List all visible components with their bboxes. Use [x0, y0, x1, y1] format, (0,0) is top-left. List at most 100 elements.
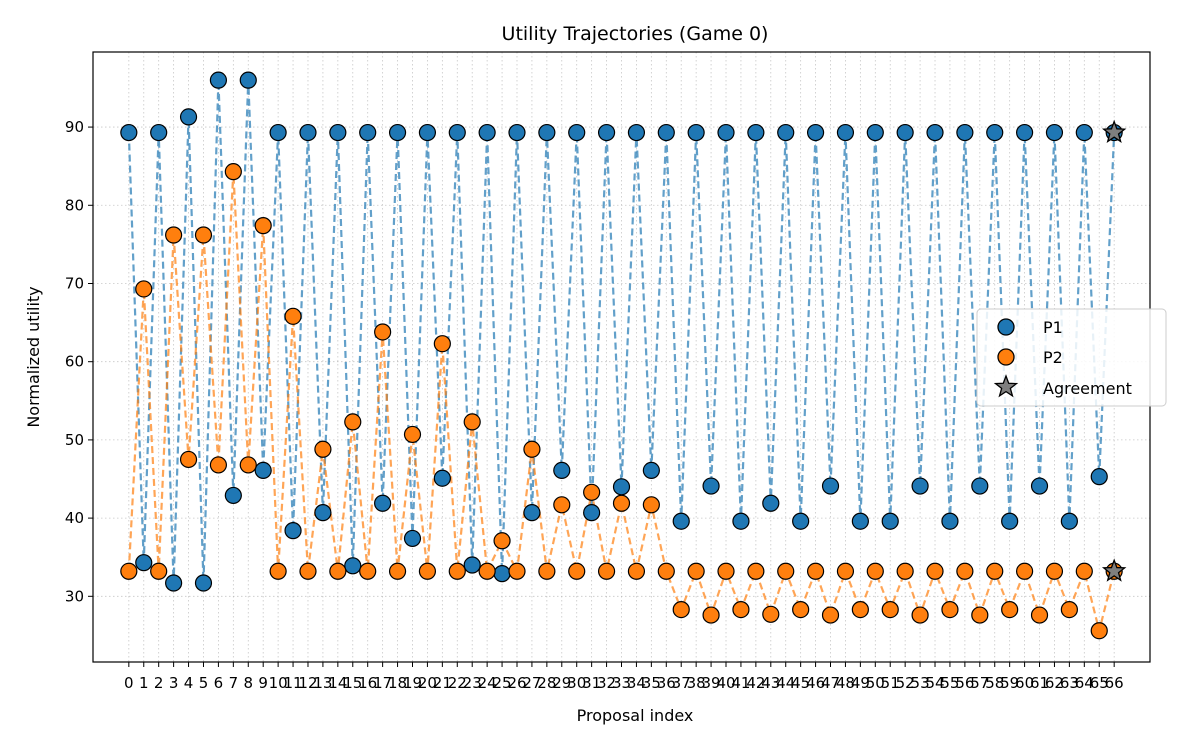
- x-tick-label: 12: [298, 674, 317, 692]
- y-tick-label: 70: [65, 274, 84, 292]
- x-tick-label: 52: [896, 674, 915, 692]
- point-p1: [657, 123, 675, 142]
- point-p2: [896, 562, 914, 580]
- point-p1: [508, 123, 526, 142]
- point-p1: [583, 504, 601, 522]
- x-tick-label: 51: [881, 674, 900, 692]
- point-p2: [717, 562, 735, 580]
- point-p2: [135, 280, 153, 298]
- point-p2: [150, 562, 168, 580]
- x-tick-label: 48: [836, 674, 855, 692]
- point-p1: [463, 556, 481, 574]
- point-p2: [374, 323, 392, 341]
- x-tick-label: 16: [358, 674, 377, 692]
- point-p2: [553, 496, 571, 514]
- point-p2: [866, 562, 884, 580]
- x-tick-label: 8: [243, 674, 253, 692]
- point-p2: [299, 562, 317, 580]
- legend-label-p1: P1: [1043, 318, 1063, 337]
- x-tick-label: 6: [214, 674, 224, 692]
- point-p1: [224, 486, 242, 505]
- point-p2: [194, 226, 213, 244]
- point-p1: [1060, 512, 1078, 530]
- point-p1: [866, 123, 884, 142]
- x-tick-label: 62: [1045, 674, 1064, 692]
- point-p1: [433, 469, 451, 487]
- point-p2: [463, 413, 481, 431]
- point-p2: [448, 562, 466, 580]
- point-p2: [239, 456, 257, 474]
- x-tick-label: 39: [702, 674, 721, 692]
- point-p2: [941, 601, 959, 619]
- x-tick-label: 64: [1075, 674, 1094, 692]
- x-tick-label: 11: [284, 674, 303, 692]
- y-tick-label: 30: [65, 587, 84, 605]
- point-p2: [1001, 601, 1019, 619]
- series-markers: [120, 71, 1123, 640]
- x-tick-label: 37: [672, 674, 691, 692]
- x-tick-label: 59: [1000, 674, 1019, 692]
- point-p1: [523, 504, 541, 522]
- x-tick-label: 7: [229, 674, 239, 692]
- point-p1: [762, 494, 780, 512]
- x-tick-label: 47: [821, 674, 840, 692]
- x-tick-label: 46: [806, 674, 825, 692]
- point-p1: [1075, 123, 1093, 142]
- legend-marker-p2: [997, 348, 1015, 366]
- point-p1: [478, 123, 496, 142]
- point-p2: [538, 562, 556, 580]
- x-tick-label: 15: [343, 674, 362, 692]
- point-p1: [538, 123, 556, 142]
- x-tick-label: 55: [940, 674, 959, 692]
- point-p2: [583, 483, 601, 501]
- point-p1: [120, 123, 138, 142]
- x-tick-label: 30: [567, 674, 586, 692]
- point-p1: [254, 461, 272, 479]
- y-tick-label: 50: [65, 431, 84, 449]
- x-tick-label: 17: [373, 674, 392, 692]
- point-p1: [851, 512, 869, 530]
- x-tick-label: 35: [642, 674, 661, 692]
- point-p2: [1015, 562, 1034, 580]
- x-tick-label: 34: [627, 674, 646, 692]
- point-p2: [1075, 562, 1093, 580]
- x-tick-label: 21: [433, 674, 452, 692]
- x-tick-label: 10: [269, 674, 288, 692]
- point-p1: [179, 108, 198, 126]
- point-p2: [687, 562, 705, 580]
- point-p1: [359, 123, 377, 142]
- point-p1: [821, 477, 840, 495]
- point-p1: [568, 123, 586, 142]
- x-tick-label: 27: [522, 674, 541, 692]
- x-tick-label: 66: [1105, 674, 1124, 692]
- point-p1: [702, 477, 720, 495]
- point-p2: [254, 217, 272, 235]
- point-p1: [1090, 468, 1108, 486]
- x-tick-label: 14: [328, 674, 347, 692]
- point-p2: [777, 562, 795, 580]
- point-p1: [165, 574, 183, 592]
- point-p1: [806, 123, 825, 142]
- point-p1: [1015, 123, 1034, 142]
- point-p1: [717, 123, 735, 142]
- point-p1: [732, 512, 750, 530]
- point-p2: [911, 606, 929, 624]
- x-tick-label: 54: [925, 674, 944, 692]
- point-p2: [314, 440, 332, 458]
- point-p1: [926, 123, 944, 142]
- point-p1: [314, 504, 332, 522]
- point-p2: [329, 562, 347, 580]
- point-p2: [433, 335, 451, 353]
- point-p1: [284, 522, 302, 540]
- point-p1: [881, 512, 899, 530]
- x-tick-label: 53: [911, 674, 930, 692]
- x-tick-label: 3: [169, 674, 179, 692]
- point-p1: [403, 529, 422, 548]
- point-p1: [941, 512, 959, 530]
- point-p2: [388, 562, 407, 580]
- point-p1: [239, 71, 257, 89]
- point-p2: [881, 601, 899, 619]
- x-tick-label: 4: [184, 674, 194, 692]
- x-tick-label: 5: [199, 674, 209, 692]
